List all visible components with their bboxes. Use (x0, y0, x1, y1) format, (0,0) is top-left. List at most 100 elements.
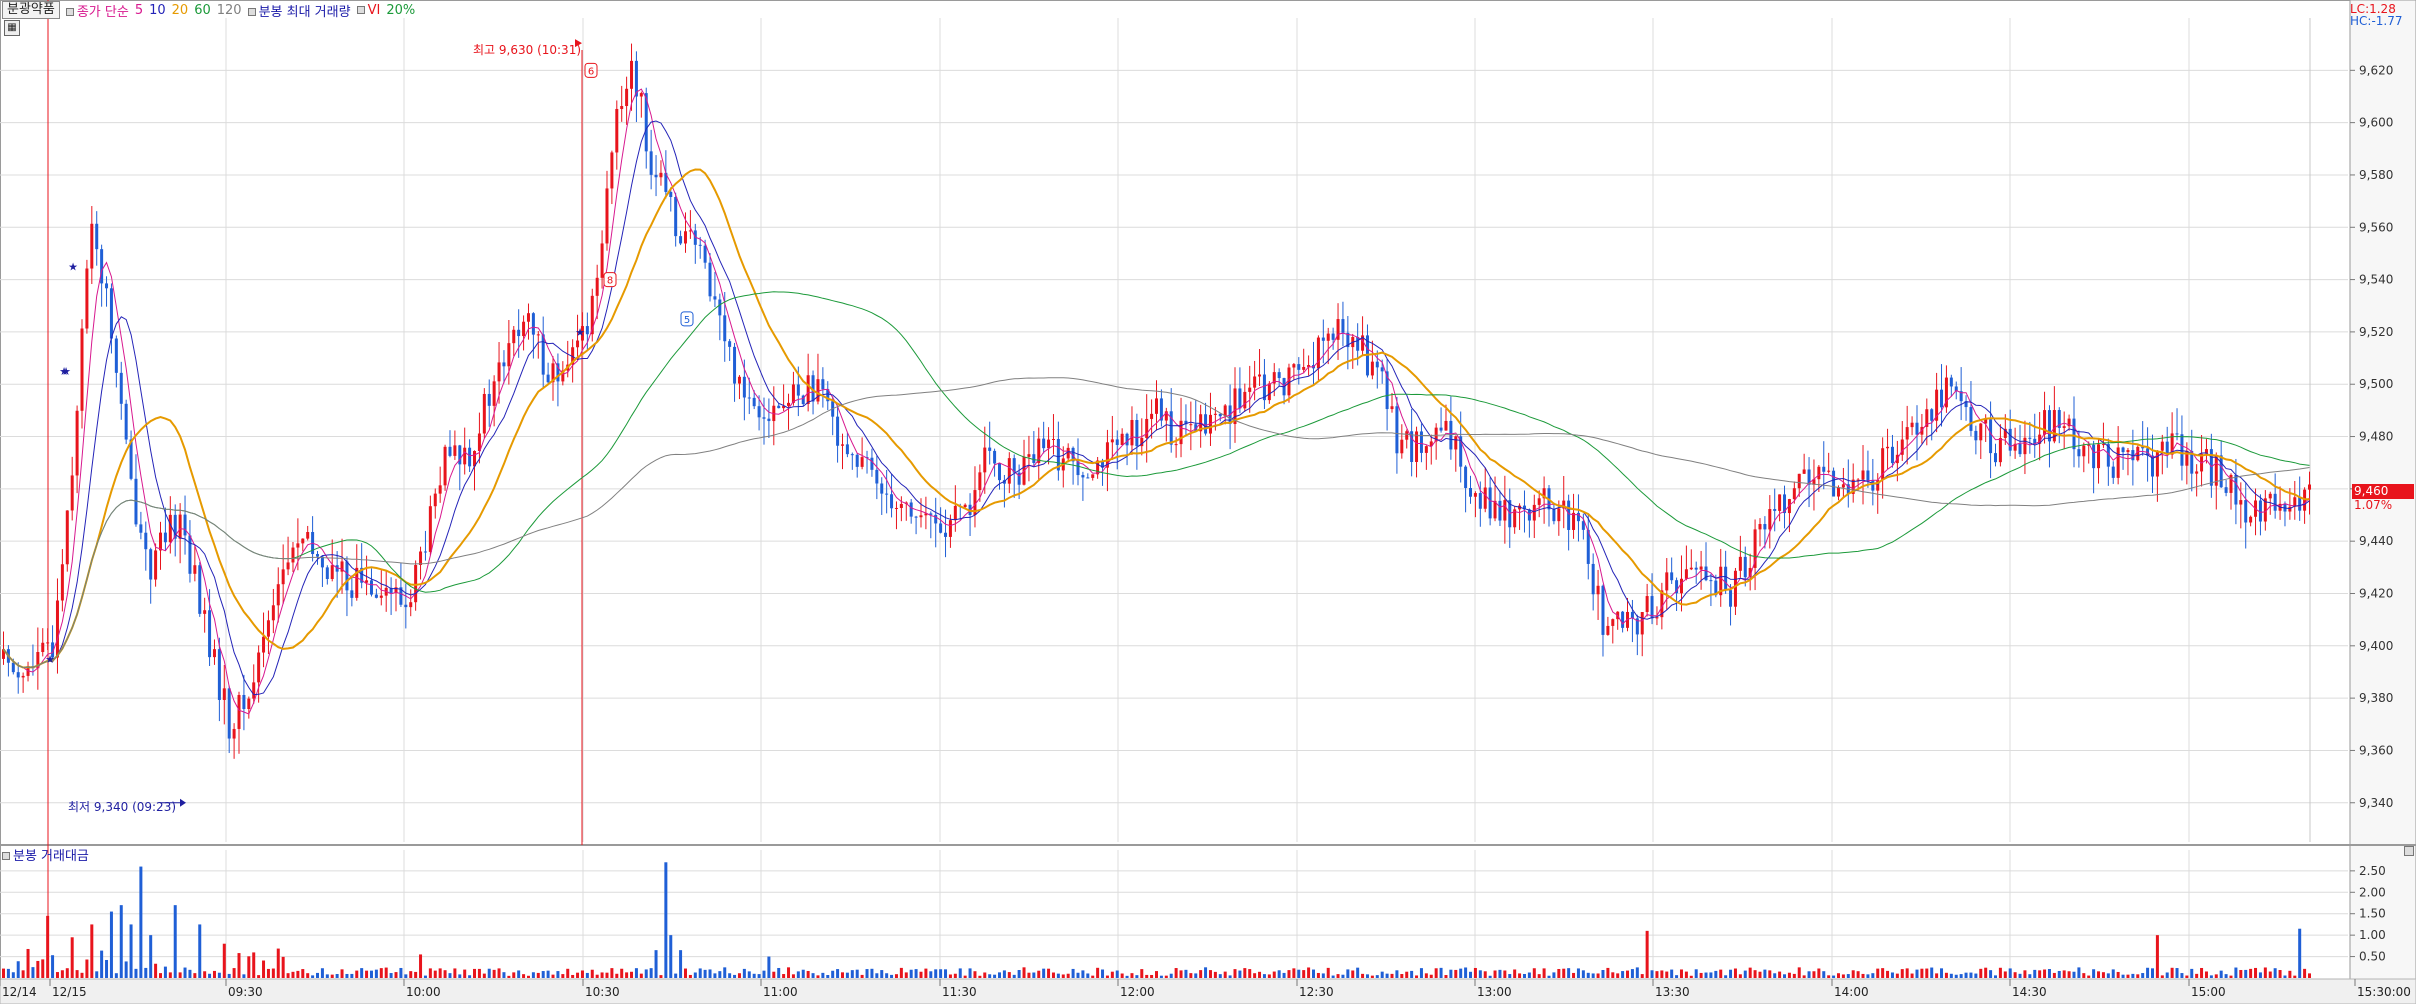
candle-body (1120, 433, 1124, 445)
candle-body (1768, 509, 1772, 530)
candle-body (1881, 448, 1885, 481)
volume-bar (2082, 973, 2086, 978)
volume-bar (482, 973, 486, 978)
vi-marker-box (680, 311, 694, 327)
volume-bar (2190, 968, 2194, 978)
candle-body (531, 313, 535, 335)
candle-body (1449, 420, 1453, 450)
star-marker: ★ (68, 261, 78, 274)
candle-body (1802, 469, 1806, 474)
candle-body (1709, 580, 1713, 582)
candle-body (1370, 361, 1374, 376)
volume-bar (1974, 973, 1978, 978)
candle-body (1694, 567, 1698, 570)
candle-body (1522, 505, 1526, 510)
volume-bar (2249, 968, 2253, 978)
candle-body (1125, 433, 1129, 446)
ma-label: 종가 단순 (76, 4, 129, 20)
candle-body (2195, 471, 2199, 474)
volume-bar (2097, 971, 2101, 978)
vi-toggle-icon[interactable] (356, 5, 365, 14)
volume-bar (55, 972, 59, 978)
volume-bar (1694, 969, 1698, 978)
volume-bar (1204, 967, 1208, 978)
volume-bar (203, 971, 207, 978)
candle-body (1704, 566, 1708, 581)
candle-body (2209, 449, 2213, 486)
volume-bar (1115, 970, 1119, 978)
volume-bar (757, 974, 761, 978)
volume-bar (1866, 974, 1870, 978)
volume-bar (2116, 971, 2120, 978)
volume-bar (1459, 968, 1463, 978)
candle-body (1503, 500, 1507, 521)
volume-bar (257, 975, 261, 978)
volume-bar (2, 968, 5, 978)
volume-bar (2244, 969, 2248, 978)
volume-bar (664, 862, 668, 978)
candle-body (1464, 466, 1468, 489)
volume-bar (1169, 973, 1173, 978)
volume-bar (1753, 970, 1757, 978)
candle-body (767, 418, 771, 422)
candle-body (777, 405, 781, 409)
candle-body (1488, 487, 1492, 519)
candle-body (644, 93, 648, 152)
volume-bar (355, 970, 359, 978)
candle-body (1424, 446, 1428, 453)
sub-chart-toggle-icon[interactable] (2, 852, 10, 860)
lc-tag: LC:1.28 (2350, 2, 2396, 16)
volume-bar (526, 975, 530, 978)
candle-body (1346, 332, 1350, 348)
volume-bar (1508, 974, 1512, 978)
volume-bar (296, 970, 300, 978)
volume-bar (571, 974, 575, 978)
volume-bar (1758, 971, 1762, 978)
time-tick-label: 14:30 (2012, 985, 2047, 999)
volume-bar (1876, 968, 1880, 978)
candle-body (1567, 500, 1571, 530)
candle-body (737, 376, 741, 384)
sub-chart-maximize-icon[interactable] (2404, 846, 2414, 856)
volume-bar (2141, 973, 2145, 978)
candle-body (1714, 580, 1718, 596)
volume-bar (365, 970, 369, 978)
candle-body (1473, 493, 1477, 497)
volume-bar (433, 970, 437, 978)
volume-bar (840, 972, 844, 978)
volume-bar (1768, 970, 1772, 978)
candle-body (845, 444, 849, 455)
candle-body (924, 513, 928, 516)
volume-bar (2136, 974, 2140, 978)
volume-bar (860, 974, 864, 978)
volume-bar (733, 974, 737, 978)
volume-bar (644, 969, 648, 978)
volume-bar (360, 968, 364, 978)
candle-body (791, 384, 795, 403)
candle-body (1292, 364, 1296, 368)
candle-body (1493, 500, 1497, 519)
volume-bar (134, 968, 138, 978)
product-name[interactable]: 분광약품 (2, 1, 60, 19)
volume-bar (316, 972, 320, 978)
candle-body (168, 514, 172, 543)
volume-bar (1581, 970, 1585, 978)
candle-body (2033, 438, 2037, 444)
candle-body (939, 523, 943, 533)
grid-settings-icon[interactable]: ▦ (4, 20, 20, 36)
volume-bar (2087, 975, 2091, 978)
candle-body (1395, 406, 1399, 454)
volume-bar (546, 970, 550, 978)
candle-body (2082, 445, 2086, 457)
candle-body (757, 406, 761, 418)
volume-bar (1954, 974, 1958, 978)
volume-bar (2298, 928, 2302, 978)
volume-bar (1277, 970, 1281, 978)
max-volume-toggle-icon[interactable] (247, 7, 256, 16)
candle-body (1326, 333, 1330, 341)
ma-toggle-icon[interactable] (65, 7, 74, 16)
candle-body (163, 532, 167, 543)
volume-bar (669, 935, 673, 978)
volume-bar (968, 968, 972, 978)
candle-body (257, 652, 261, 683)
